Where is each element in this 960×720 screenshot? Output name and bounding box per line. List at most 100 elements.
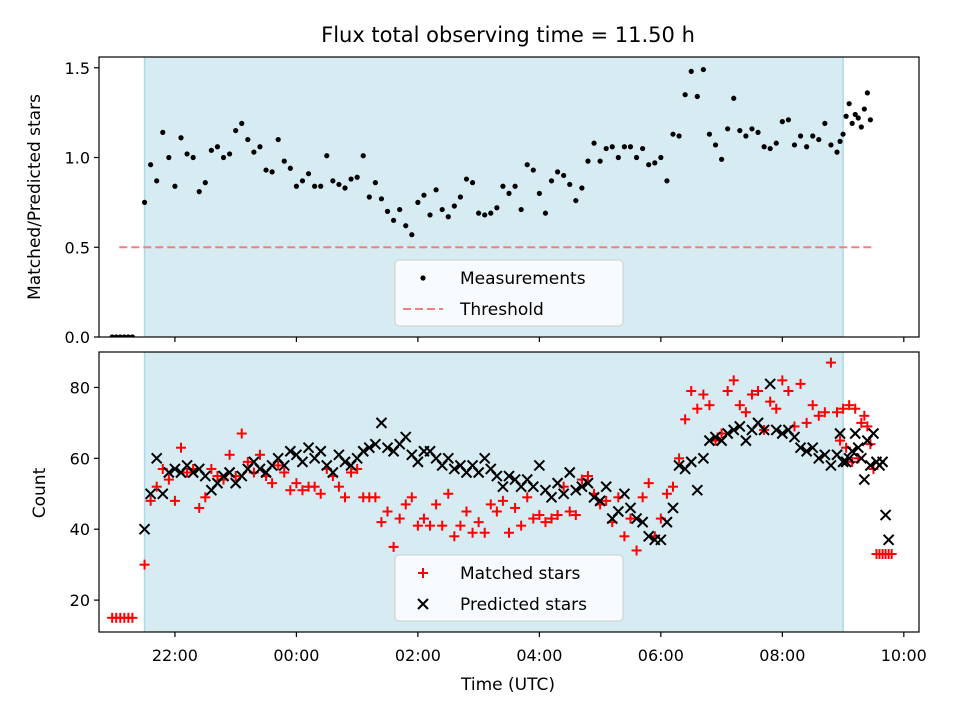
measurement-point: [518, 206, 524, 213]
matched-star-point: [297, 485, 308, 496]
predicted-star-point: [882, 534, 895, 546]
predicted-star-point: [497, 480, 509, 493]
measurement-point: [646, 162, 652, 168]
matched-star-point: [315, 488, 326, 499]
predicted-star-point: [876, 456, 889, 468]
measurement-point: [554, 169, 561, 175]
measurement-point: [269, 169, 275, 175]
predicted-star-point: [254, 463, 266, 475]
measurement-point: [482, 212, 488, 218]
measurement-point: [867, 117, 874, 123]
measurement-point: [476, 210, 482, 216]
matched-star-point: [376, 517, 387, 528]
matched-star-point: [467, 527, 478, 538]
predicted-star-point: [442, 452, 454, 465]
x-axis-label: Time (UTC): [460, 675, 555, 695]
matched-star-point: [570, 510, 581, 521]
predicted-star-point: [570, 484, 582, 496]
predicted-star-point: [630, 512, 643, 525]
matched-star-point: [455, 520, 466, 531]
matched-star-point: [169, 495, 180, 506]
matched-star-point: [388, 541, 399, 552]
predicted-star-point: [667, 502, 679, 514]
predicted-star-point: [879, 509, 892, 521]
measurement-point: [287, 165, 293, 171]
matched-star-point: [819, 407, 830, 418]
measurement-point: [384, 208, 391, 214]
measurement-point: [822, 120, 828, 127]
measurement-point: [779, 119, 785, 125]
measurement-point: [463, 176, 470, 182]
measurement-point: [633, 154, 640, 161]
measurement-point: [536, 190, 542, 197]
measurement-point: [773, 140, 779, 146]
measurement-point: [785, 117, 792, 123]
measurement-point: [579, 185, 585, 191]
measurement-point: [275, 136, 281, 143]
measurement-point: [767, 145, 773, 152]
x-tick-label: 00:00: [273, 646, 319, 665]
predicted-star-point: [296, 456, 309, 468]
measurement-point: [129, 334, 136, 337]
predicted-star-point: [819, 449, 831, 461]
matched-star-point: [242, 456, 253, 467]
measurement-point: [561, 172, 567, 179]
measurement-point: [542, 210, 549, 216]
matched-star-point: [692, 403, 703, 414]
measurement-point: [360, 153, 366, 159]
predicted-star-point: [834, 427, 846, 440]
matched-star-point: [370, 492, 381, 503]
measurement-point: [855, 115, 861, 121]
legend: Matched stars Predicted stars: [394, 554, 624, 622]
legend-label: Predicted stars: [460, 595, 587, 615]
y-tick-label: 1.5: [65, 59, 90, 78]
measurement-point: [281, 158, 287, 164]
predicted-star-point: [642, 530, 655, 543]
predicted-star-point: [758, 424, 770, 436]
measurement-point: [573, 197, 579, 204]
matched-star-point: [437, 520, 448, 531]
measurement-point: [591, 140, 597, 146]
measurement-point: [816, 136, 822, 143]
plot-area: [109, 66, 874, 337]
measurement-point: [421, 192, 427, 198]
matched-star-point: [212, 471, 223, 482]
matched-star-point: [801, 417, 812, 428]
measurement-point: [160, 129, 166, 135]
matched-star-point: [443, 488, 454, 499]
matched-star-point: [856, 417, 867, 428]
ratio-panel: 0.0 0.5 1.0 1.5 Measurements Threshold: [65, 56, 920, 347]
measurement-point: [512, 183, 518, 189]
predicted-star-point: [728, 424, 740, 436]
measurement-point: [330, 178, 336, 184]
measurement-point: [688, 68, 694, 74]
legend-marker-plus: [418, 568, 428, 578]
matched-star-point: [497, 495, 508, 506]
matched-star-point: [546, 513, 557, 524]
predicted-star-point: [157, 488, 169, 500]
bottom-y-axis-label: Count: [30, 467, 50, 518]
measurement-point: [202, 180, 208, 186]
measurement-point: [439, 206, 445, 213]
top-y-axis-label: Matched/Predicted stars: [25, 94, 45, 300]
matched-star-point: [728, 375, 739, 386]
measurement-point: [603, 145, 609, 152]
predicted-star-point: [400, 431, 412, 443]
measurement-point: [409, 232, 415, 238]
measurement-point: [843, 113, 849, 119]
measurement-point: [530, 167, 536, 173]
predicted-star-point: [138, 523, 151, 535]
measurement-point: [761, 144, 767, 150]
predicted-star-point: [691, 484, 704, 496]
matched-star-point: [479, 527, 490, 538]
x-tick-label: 04:00: [516, 646, 562, 665]
measurement-point: [166, 154, 172, 161]
measurement-point: [451, 203, 457, 209]
matched-star-point: [151, 481, 162, 492]
measurement-point: [755, 129, 761, 135]
predicted-star-point: [636, 516, 649, 528]
matched-star-point: [254, 449, 265, 460]
predicted-star-point: [867, 427, 880, 440]
y-tick-label: 60: [70, 449, 90, 468]
measurement-point: [743, 133, 749, 139]
